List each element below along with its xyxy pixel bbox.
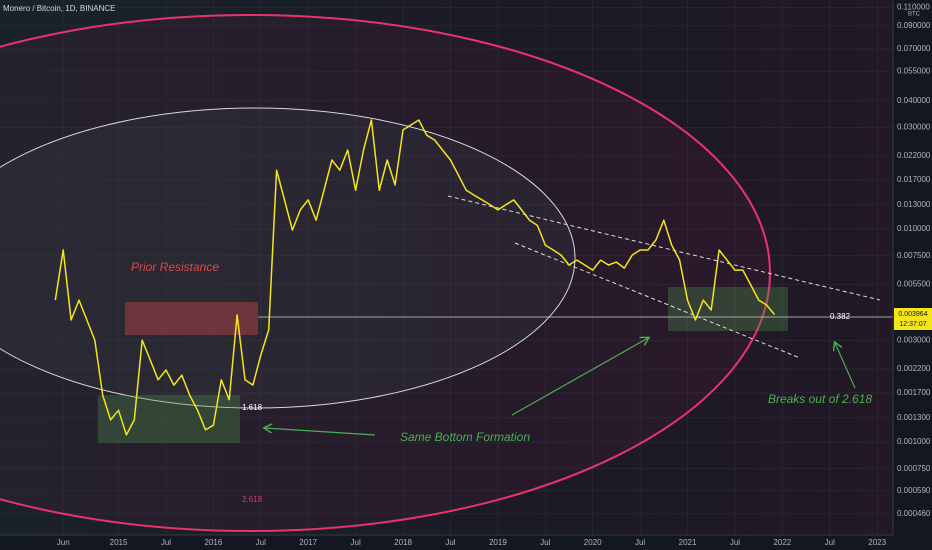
- annotation: Prior Resistance: [131, 260, 219, 274]
- arrow: [835, 343, 856, 389]
- x-tick-label: 2016: [204, 538, 222, 547]
- x-tick-label: Jul: [730, 538, 740, 547]
- arrow: [265, 428, 376, 436]
- x-tick-label: 2018: [394, 538, 412, 547]
- y-tick-label: 0.013000: [897, 200, 931, 209]
- y-tick-label: 0.022000: [897, 151, 931, 160]
- x-tick-label: 2019: [489, 538, 507, 547]
- fib-label: 0.382: [830, 312, 851, 321]
- y-tick-label: 0.003000: [897, 336, 931, 345]
- fib-label: 2.618: [242, 495, 263, 504]
- x-tick-label: Jul: [540, 538, 550, 547]
- y-tick-label: 0.007500: [897, 251, 931, 260]
- x-tick-label: Jul: [635, 538, 645, 547]
- y-tick-label: 0.001000: [897, 437, 931, 446]
- y-tick-label: 0.017000: [897, 175, 931, 184]
- x-tick-label: 2022: [773, 538, 791, 547]
- x-tick-label: 2023: [868, 538, 886, 547]
- x-tick-label: Jul: [351, 538, 361, 547]
- x-tick-label: 2020: [584, 538, 602, 547]
- x-tick-label: Jul: [445, 538, 455, 547]
- y-tick-label: 0.090000: [897, 21, 931, 30]
- price-label: 0.003964: [898, 311, 927, 318]
- chart-title: Monero / Bitcoin, 1D, BINANCE: [3, 4, 115, 13]
- y-tick-label: 0.110000: [897, 2, 930, 11]
- x-tick-label: Jul: [256, 538, 266, 547]
- y-tick-label: 0.070000: [897, 44, 931, 53]
- x-tick-label: Jul: [825, 538, 835, 547]
- axis-unit: BTC: [908, 12, 921, 18]
- countdown: 12:37:07: [899, 321, 926, 328]
- x-tick-label: Jul: [161, 538, 171, 547]
- y-tick-label: 0.000750: [897, 464, 931, 473]
- y-tick-label: 0.040000: [897, 96, 931, 105]
- annotation: Breaks out of 2.618: [768, 392, 872, 406]
- trend-line: [514, 242, 801, 359]
- arrow: [511, 338, 648, 416]
- bottom-box: [668, 287, 788, 331]
- fib-label: 1.618: [242, 403, 263, 412]
- y-tick-label: 0.010000: [897, 224, 931, 233]
- x-tick-label: Jun: [57, 538, 70, 547]
- y-tick-label: 0.055000: [897, 66, 931, 75]
- price-line: [54, 119, 776, 436]
- x-tick-label: 2015: [110, 538, 128, 547]
- inner-ellipse: [0, 107, 576, 409]
- y-tick-label: 0.002200: [897, 364, 931, 373]
- y-tick-label: 0.001300: [897, 413, 931, 422]
- y-tick-label: 0.000460: [897, 509, 931, 518]
- y-tick-label: 0.005500: [897, 279, 931, 288]
- x-tick-label: 2017: [299, 538, 317, 547]
- bottom-box: [98, 395, 240, 443]
- x-tick-label: 2021: [679, 538, 697, 547]
- y-tick-label: 0.000590: [897, 486, 931, 495]
- y-tick-label: 0.001700: [897, 388, 931, 397]
- annotation: Same Bottom Formation: [400, 430, 530, 444]
- y-tick-label: 0.030000: [897, 123, 931, 132]
- price-tag: [894, 308, 932, 330]
